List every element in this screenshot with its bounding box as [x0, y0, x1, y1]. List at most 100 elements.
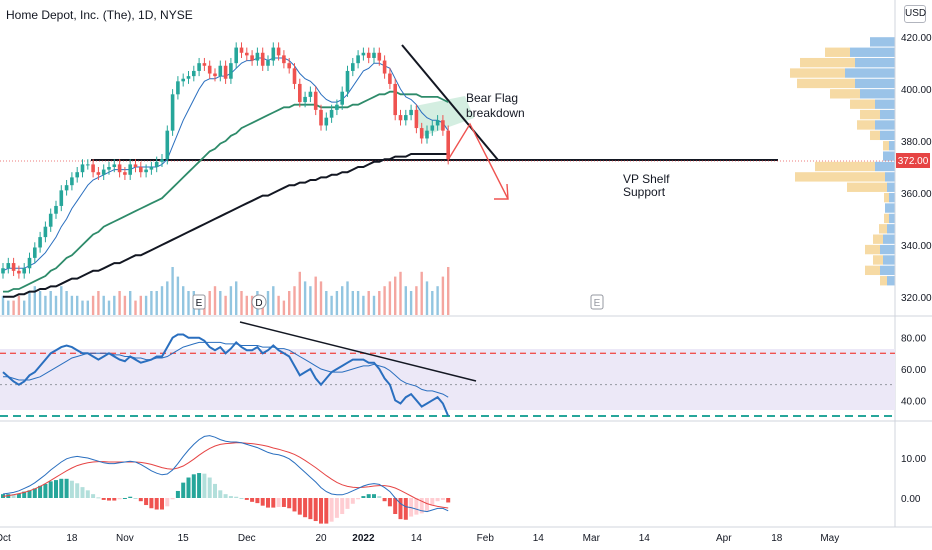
candle-body: [144, 169, 148, 173]
price-pane: [0, 25, 895, 315]
volume-bar: [176, 276, 180, 315]
currency-badge[interactable]: USD: [904, 5, 926, 23]
dividend-marker-label: D: [255, 298, 262, 309]
vp-sell-bar: [865, 265, 880, 276]
macd-histogram-bar: [191, 474, 196, 498]
vp-buy-bar: [875, 120, 895, 130]
rsi-indicator: 80.00 60.00 40.00: [0, 333, 926, 417]
volume-bar: [219, 291, 222, 315]
vp-sell-bar: [860, 109, 880, 120]
macd-histogram-bar: [11, 494, 16, 498]
candle-body: [160, 159, 164, 162]
dividend-marker[interactable]: D: [251, 294, 267, 310]
candle-body: [192, 70, 196, 77]
macd-histogram-bar: [440, 498, 445, 500]
macd-histogram-bar: [149, 498, 154, 509]
macd-histogram-bar: [181, 482, 186, 498]
macd-histogram-bar: [38, 485, 43, 498]
macd-histogram-bar: [303, 498, 308, 518]
vp-sell-bar: [873, 234, 883, 244]
candle-body: [292, 68, 297, 84]
candle-body: [1, 268, 5, 274]
volume-bar: [282, 300, 286, 315]
candle-body: [117, 164, 122, 173]
macd-histogram-bar: [64, 478, 69, 498]
candle-body: [54, 205, 58, 214]
candle-body: [223, 65, 228, 79]
volume-bar: [367, 291, 370, 315]
candle-body: [276, 47, 281, 56]
vp-sell-bar: [883, 141, 889, 151]
macd-histogram-bar: [398, 498, 403, 520]
macd-histogram-bar: [266, 498, 270, 508]
rsi-tick-label: 60.00: [901, 365, 926, 376]
time-tick-label: Apr: [716, 533, 732, 544]
candle-body: [335, 104, 339, 110]
macd-histogram-bar: [160, 498, 164, 510]
volume-bar: [28, 291, 31, 315]
candle-body: [33, 247, 37, 258]
vp-sell-bar: [830, 89, 860, 99]
candle-body: [27, 257, 32, 269]
macd-histogram-bar: [382, 498, 387, 502]
volume-bar: [49, 291, 52, 315]
candle-body: [207, 65, 212, 74]
volume-bar: [404, 286, 407, 315]
macd-histogram-bar: [107, 498, 111, 501]
time-tick-label: 2022: [352, 533, 375, 544]
volume-bar: [129, 291, 132, 315]
vp-buy-bar: [885, 172, 895, 182]
macd-histogram-bar: [122, 498, 127, 499]
candle-body: [361, 52, 366, 56]
macd-histogram-bar: [276, 498, 281, 507]
macd-histogram-bar: [334, 498, 339, 518]
volume-bar: [187, 291, 190, 315]
vp-sell-bar: [873, 255, 883, 265]
volume-bar: [415, 286, 418, 315]
macd-histogram-bar: [197, 473, 202, 498]
volume-bar: [139, 295, 142, 315]
volume-bar: [134, 300, 137, 315]
vp-buy-bar: [885, 203, 895, 213]
price-tick-label: 360.00: [901, 189, 932, 200]
future-earnings-marker[interactable]: E: [590, 294, 604, 310]
vp-sell-bar: [884, 192, 889, 203]
candle-body: [229, 63, 233, 79]
future-earnings-marker-label: E: [594, 298, 601, 309]
macd-histogram-bar: [287, 498, 292, 509]
earnings-marker[interactable]: E: [192, 294, 206, 310]
candle-body: [329, 109, 334, 118]
candle-body: [197, 63, 201, 71]
price-axis: 420.00 400.00 380.00 360.00 340.00 320.00: [901, 33, 932, 304]
candle-body: [313, 91, 318, 110]
candle-body: [96, 172, 101, 175]
candle-body: [398, 115, 403, 121]
time-tick-label: 18: [66, 533, 78, 544]
volume-bar: [277, 295, 280, 315]
macd-histogram-bar: [59, 478, 64, 498]
volume-bar: [213, 286, 217, 315]
macd-histogram-bar: [223, 494, 228, 498]
volume-bar: [420, 271, 423, 315]
macd-histogram-bar: [372, 494, 376, 498]
bear-flag-label-2: breakdown: [466, 106, 525, 120]
time-tick-label: 15: [178, 533, 190, 544]
volume-bar: [441, 276, 445, 315]
candle-body: [446, 130, 450, 160]
candle-body: [282, 55, 286, 64]
volume-bar: [240, 291, 243, 315]
volume-bar: [436, 286, 439, 315]
time-tick-label: 14: [411, 533, 423, 544]
rsi-divergence-line: [239, 321, 477, 382]
volume-bar: [431, 291, 434, 315]
rsi-ma-line: [3, 341, 449, 398]
time-tick-label: Dec: [238, 533, 256, 544]
volume-bar: [150, 291, 153, 315]
time-tick-label: 14: [639, 533, 651, 544]
candle-body: [414, 109, 419, 129]
vp-sell-bar: [857, 120, 875, 130]
last-price-tag: [896, 153, 930, 168]
volume-bar: [235, 281, 238, 315]
candle-body: [393, 83, 397, 116]
volume-bar: [144, 295, 148, 315]
